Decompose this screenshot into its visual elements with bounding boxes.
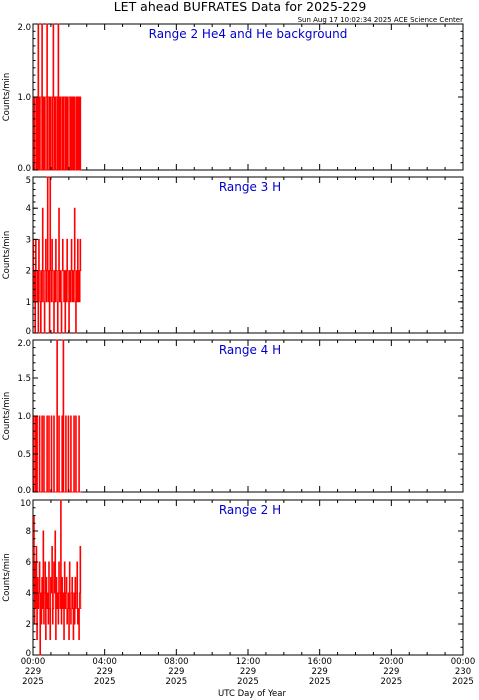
panels: 0.0 1.0 2.0 Counts/min Range 2 He4 and He ba… bbox=[2, 23, 464, 659]
y-tick-label: 8 bbox=[26, 527, 31, 537]
series-line bbox=[33, 499, 82, 656]
x-tick-doy: 230 bbox=[455, 667, 471, 677]
x-tick-year: 2025 bbox=[94, 677, 116, 687]
y-tick-label: 1.0 bbox=[17, 412, 31, 422]
y-tick-label: 0.0 bbox=[17, 486, 31, 496]
y-tick-label: 2.0 bbox=[17, 23, 31, 33]
y-tick-label: 6 bbox=[26, 558, 31, 568]
panel-label: Range 4 H bbox=[219, 343, 281, 357]
y-tick-label: 0 bbox=[26, 327, 31, 337]
y-tick-label: 0.0 bbox=[17, 164, 31, 174]
series-line bbox=[33, 339, 82, 493]
y-tick-label: 1 bbox=[26, 298, 31, 308]
x-tick-year: 2025 bbox=[309, 677, 331, 687]
x-tick-year: 2025 bbox=[22, 677, 44, 687]
panel-3: 0.0 0.5 1.0 1.5 2.0 Counts/min Range 4 H bbox=[2, 339, 464, 496]
x-tick-doy: 229 bbox=[25, 667, 41, 677]
x-tick-year: 2025 bbox=[166, 677, 188, 687]
x-tick-time: 16:00 bbox=[307, 657, 332, 667]
y-axis-label: Counts/min bbox=[2, 73, 12, 122]
series-line bbox=[33, 23, 82, 171]
x-tick-doy: 229 bbox=[312, 667, 328, 677]
y-tick-label: 5 bbox=[26, 176, 31, 186]
y-tick-label: 0 bbox=[26, 649, 31, 659]
panel-label: Range 3 H bbox=[219, 180, 281, 194]
x-tick-doy: 229 bbox=[97, 667, 113, 677]
y-tick-label: 4 bbox=[26, 589, 31, 599]
x-tick-time: 08:00 bbox=[164, 657, 189, 667]
x-tick-year: 2025 bbox=[381, 677, 403, 687]
panel-frame bbox=[32, 499, 464, 656]
x-tick-time: 12:00 bbox=[236, 657, 261, 667]
y-tick-label: 4 bbox=[26, 204, 31, 214]
y-axis-label: Counts/min bbox=[2, 553, 12, 602]
x-tick-doy: 229 bbox=[168, 667, 184, 677]
y-tick-label: 2.0 bbox=[17, 339, 31, 349]
panel-label: Range 2 He4 and He background bbox=[149, 27, 348, 41]
y-axis-label: Counts/min bbox=[2, 231, 12, 280]
series-line bbox=[33, 176, 82, 334]
x-axis-label: UTC Day of Year bbox=[218, 689, 286, 699]
x-tick-doy: 229 bbox=[240, 667, 256, 677]
timestamp: Sun Aug 17 10:02:34 2025 ACE Science Cen… bbox=[298, 16, 464, 24]
y-tick-label: 1.0 bbox=[17, 93, 31, 103]
x-tick-doy: 229 bbox=[383, 667, 399, 677]
y-tick-label: 3 bbox=[26, 235, 31, 245]
x-tick-year: 2025 bbox=[237, 677, 259, 687]
x-tick-time: 00:00 bbox=[451, 657, 476, 667]
x-tick-time: 00:00 bbox=[21, 657, 46, 667]
x-tick-time: 04:00 bbox=[92, 657, 117, 667]
y-tick-label: 2 bbox=[26, 620, 31, 630]
y-tick-label: 10 bbox=[20, 499, 31, 509]
x-axis: 00:00229202504:00229202508:00229202512:0… bbox=[21, 657, 476, 687]
x-tick-year: 2025 bbox=[452, 677, 474, 687]
y-tick-label: 1.5 bbox=[17, 374, 31, 384]
y-tick-label: 0.5 bbox=[17, 450, 31, 460]
panel-label: Range 2 H bbox=[219, 503, 281, 517]
panel-2: 0 1 2 3 4 5 Counts/min Range 3 H bbox=[2, 176, 464, 337]
panel-frame bbox=[32, 339, 464, 493]
panel-frame bbox=[32, 176, 464, 334]
panel-4: 0 2 4 6 8 10 Counts/min Range 2 H bbox=[2, 499, 464, 659]
panel-frame bbox=[32, 23, 464, 171]
panel-1: 0.0 1.0 2.0 Counts/min Range 2 He4 and He ba… bbox=[2, 23, 464, 174]
y-axis-label: Counts/min bbox=[2, 392, 12, 441]
x-tick-time: 20:00 bbox=[379, 657, 404, 667]
figure-title: LET ahead BUFRATES Data for 2025-229 bbox=[114, 0, 367, 14]
y-tick-label: 2 bbox=[26, 267, 31, 277]
